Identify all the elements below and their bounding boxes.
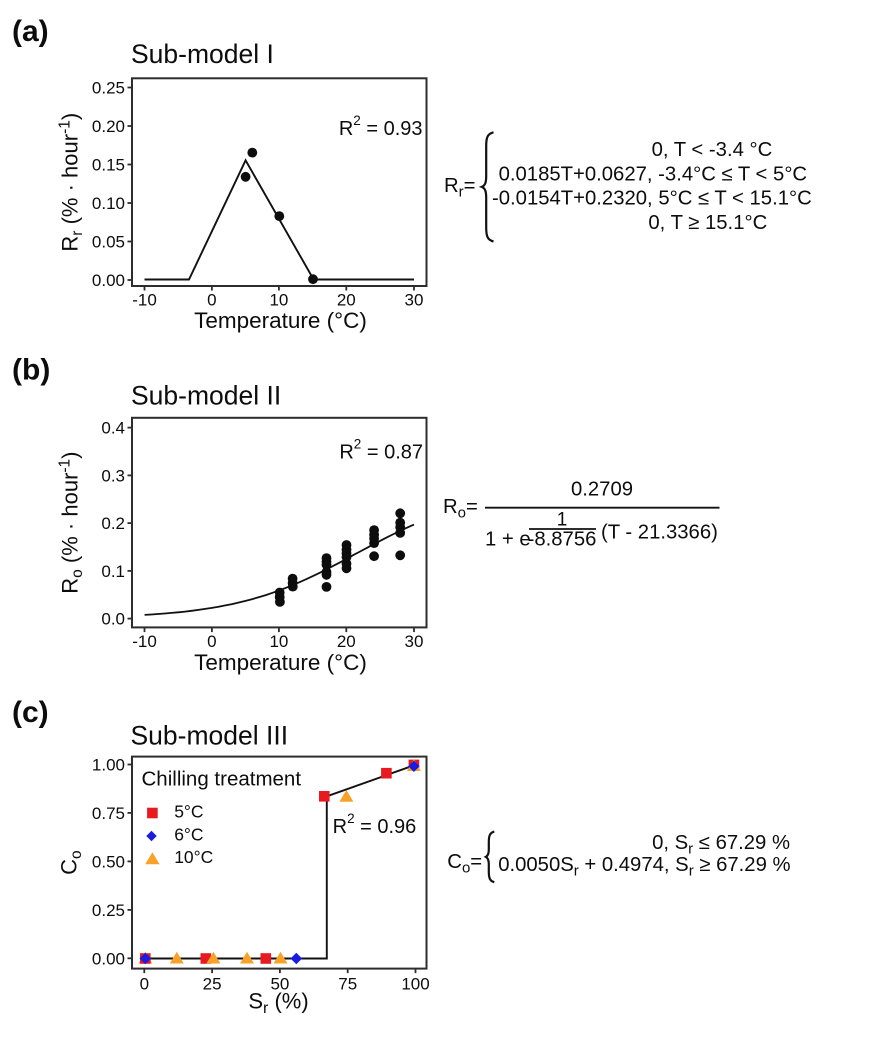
svg-text:0.20: 0.20: [92, 117, 125, 136]
svg-text:-0.0154T+0.2320, 5°C ≤ T < 15.: -0.0154T+0.2320, 5°C ≤ T < 15.1°C: [492, 188, 812, 210]
svg-text:0.25: 0.25: [92, 901, 125, 920]
svg-text:0: 0: [207, 291, 216, 310]
svg-text:0.2709: 0.2709: [571, 479, 633, 501]
svg-text:-10: -10: [132, 632, 157, 651]
svg-text:(a): (a): [12, 15, 49, 48]
svg-text:1.00: 1.00: [92, 756, 125, 775]
svg-text:R2 = 0.93: R2 = 0.93: [339, 113, 423, 140]
svg-text:Sub-model III: Sub-model III: [131, 721, 289, 751]
svg-text:0.2: 0.2: [101, 514, 125, 533]
svg-text:0.0050Sr + 0.4974, Sr ≥ 67.29: 0.0050Sr + 0.4974, Sr ≥ 67.29 %: [498, 854, 790, 880]
svg-text:0.0185T+0.0627, -3.4°C ≤ T < 5: 0.0185T+0.0627, -3.4°C ≤ T < 5°C: [499, 163, 807, 185]
svg-text:0.1: 0.1: [101, 562, 125, 581]
svg-text:0: 0: [207, 632, 216, 651]
svg-text:Ro (% · hour-1): Ro (% · hour-1): [57, 451, 87, 593]
svg-text:0.4: 0.4: [101, 419, 125, 438]
svg-text:0.10: 0.10: [92, 194, 125, 213]
svg-text:0, T ≥ 15.1°C: 0, T ≥ 15.1°C: [648, 212, 767, 234]
svg-text:20: 20: [337, 632, 356, 651]
svg-text:0.3: 0.3: [101, 466, 125, 485]
svg-text:0.05: 0.05: [92, 233, 125, 252]
svg-text:0, Sr ≤ 67.29 %: 0, Sr ≤ 67.29 %: [652, 832, 790, 858]
svg-text:30: 30: [405, 632, 424, 651]
svg-text:-10: -10: [132, 291, 157, 310]
svg-text:Sub-model II: Sub-model II: [131, 381, 281, 411]
svg-text:100: 100: [401, 975, 429, 994]
svg-text:Sub-model I: Sub-model I: [131, 39, 274, 69]
svg-text:10: 10: [269, 632, 288, 651]
svg-text:0.75: 0.75: [92, 804, 125, 823]
svg-text:Chilling treatment: Chilling treatment: [142, 767, 302, 790]
svg-text:(T - 21.3366): (T - 21.3366): [601, 521, 718, 543]
svg-text:0.0: 0.0: [101, 610, 125, 629]
svg-text:Rr (% · hour-1): Rr (% · hour-1): [57, 113, 87, 252]
svg-text:10: 10: [269, 291, 288, 310]
svg-text:Temperature (°C): Temperature (°C): [194, 308, 367, 333]
svg-text:75: 75: [338, 975, 357, 994]
svg-text:1 + e: 1 + e: [485, 529, 531, 551]
svg-text:10°C: 10°C: [174, 847, 213, 867]
svg-text:Temperature (°C): Temperature (°C): [194, 650, 367, 675]
svg-text:R2 = 0.87: R2 = 0.87: [339, 437, 423, 464]
svg-text:0.15: 0.15: [92, 156, 125, 175]
svg-text:(c): (c): [12, 696, 49, 729]
svg-text:0, T < -3.4 °C: 0, T < -3.4 °C: [652, 139, 773, 161]
svg-text:0: 0: [140, 975, 149, 994]
svg-text:25: 25: [203, 975, 222, 994]
svg-text:50: 50: [270, 975, 289, 994]
svg-text:Sr (%): Sr (%): [248, 988, 308, 1017]
svg-text:R2 = 0.96: R2 = 0.96: [333, 811, 417, 838]
svg-text:-8.8756: -8.8756: [528, 529, 597, 551]
svg-text:20: 20: [337, 291, 356, 310]
svg-text:0.00: 0.00: [92, 271, 125, 290]
svg-text:30: 30: [405, 291, 424, 310]
svg-text:5°C: 5°C: [174, 802, 203, 822]
svg-text:0.00: 0.00: [92, 949, 125, 968]
svg-text:(b): (b): [12, 354, 50, 387]
svg-text:0.50: 0.50: [92, 852, 125, 871]
svg-text:6°C: 6°C: [174, 825, 203, 845]
svg-text:1: 1: [557, 510, 568, 531]
svg-text:0.25: 0.25: [92, 79, 125, 98]
